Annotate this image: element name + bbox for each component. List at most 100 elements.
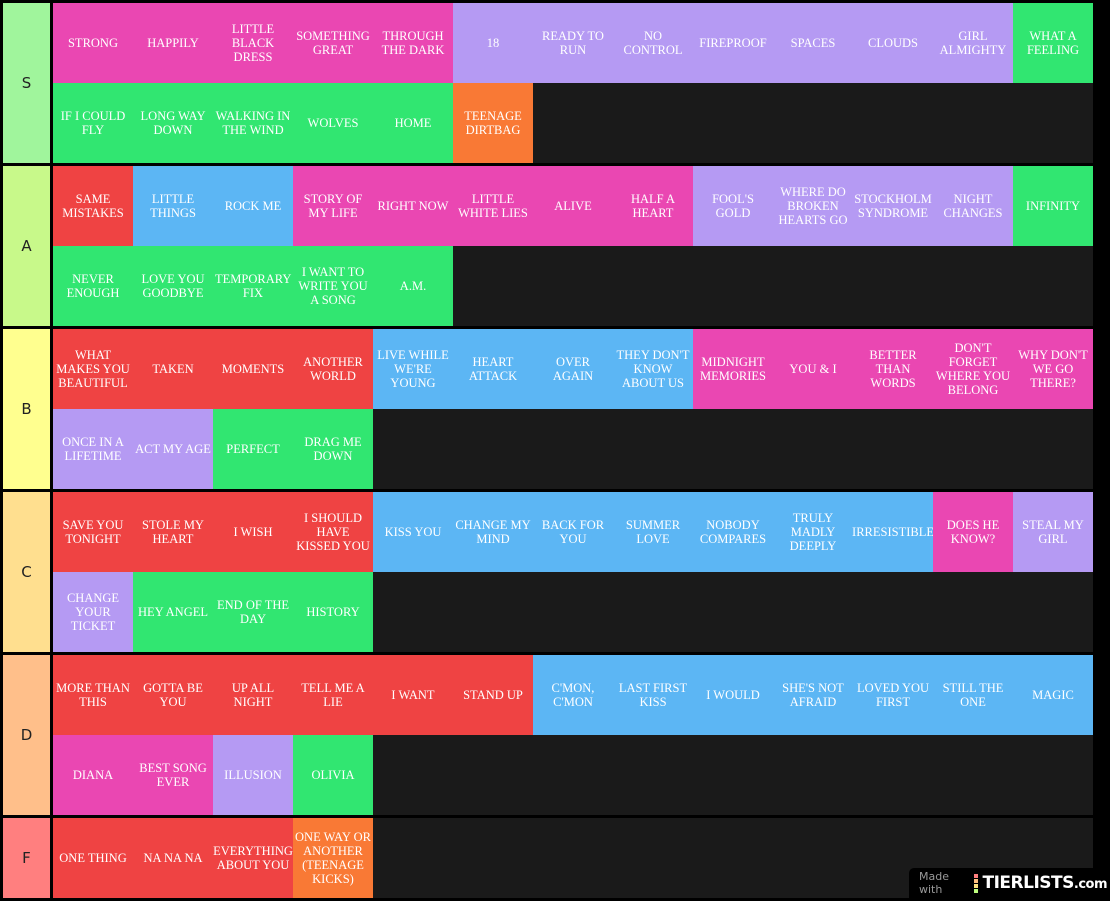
tier-item[interactable]: THEY DON'T KNOW ABOUT US — [613, 329, 693, 409]
tier-item[interactable]: C'MON, C'MON — [533, 655, 613, 735]
tier-item[interactable]: CHANGE YOUR TICKET — [53, 572, 133, 652]
tier-item[interactable]: RIGHT NOW — [373, 166, 453, 246]
tier-item[interactable]: A.M. — [373, 246, 453, 326]
tier-item[interactable]: MOMENTS — [213, 329, 293, 409]
tier-item[interactable]: SUMMER LOVE — [613, 492, 693, 572]
tier-item[interactable]: ALIVE — [533, 166, 613, 246]
tier-item[interactable]: MIDNIGHT MEMORIES — [693, 329, 773, 409]
tier-item[interactable]: LAST FIRST KISS — [613, 655, 693, 735]
tier-item[interactable]: WHAT MAKES YOU BEAUTIFUL — [53, 329, 133, 409]
tier-item[interactable]: TAKEN — [133, 329, 213, 409]
tier-item[interactable]: I WISH — [213, 492, 293, 572]
tier-item[interactable]: I WOULD — [693, 655, 773, 735]
tier-item[interactable]: PERFECT — [213, 409, 293, 489]
tier-item[interactable]: LOVE YOU GOODBYE — [133, 246, 213, 326]
tier-item[interactable]: READY TO RUN — [533, 3, 613, 83]
tier-label[interactable]: D — [3, 655, 50, 815]
tier-item[interactable]: SPACES — [773, 3, 853, 83]
tier-item[interactable]: WHY DON'T WE GO THERE? — [1013, 329, 1093, 409]
tier-item[interactable]: LOVED YOU FIRST — [853, 655, 933, 735]
tier-item[interactable]: NEVER ENOUGH — [53, 246, 133, 326]
tier-item[interactable]: LITTLE THINGS — [133, 166, 213, 246]
tier-item[interactable]: WHAT A FEELING — [1013, 3, 1093, 83]
tier-item[interactable]: LITTLE WHITE LIES — [453, 166, 533, 246]
made-with-tierlists-badge[interactable]: Made with TIERLISTS.com — [909, 868, 1108, 898]
tier-item[interactable]: STEAL MY GIRL — [1013, 492, 1093, 572]
tier-item[interactable]: YOU & I — [773, 329, 853, 409]
tier-item[interactable]: NO CONTROL — [613, 3, 693, 83]
tier-label[interactable]: B — [3, 329, 50, 489]
tier-item[interactable]: LONG WAY DOWN — [133, 83, 213, 163]
tier-item[interactable]: ILLUSION — [213, 735, 293, 815]
tier-item[interactable]: FOOL'S GOLD — [693, 166, 773, 246]
tier-item[interactable]: MAGIC — [1013, 655, 1093, 735]
tier-item[interactable]: SAVE YOU TONIGHT — [53, 492, 133, 572]
tier-item[interactable]: HALF A HEART — [613, 166, 693, 246]
tier-label[interactable]: C — [3, 492, 50, 652]
tier-item[interactable]: HOME — [373, 83, 453, 163]
tier-item[interactable]: MORE THAN THIS — [53, 655, 133, 735]
tier-item[interactable]: GIRL ALMIGHTY — [933, 3, 1013, 83]
tier-item[interactable]: I WANT TO WRITE YOU A SONG — [293, 246, 373, 326]
tier-item[interactable]: SOMETHING GREAT — [293, 3, 373, 83]
tier-item[interactable]: SHE'S NOT AFRAID — [773, 655, 853, 735]
tier-item[interactable]: NIGHT CHANGES — [933, 166, 1013, 246]
tier-item[interactable]: NA NA NA — [133, 818, 213, 898]
tier-label[interactable]: F — [3, 818, 50, 898]
tier-item[interactable]: BACK FOR YOU — [533, 492, 613, 572]
tier-item[interactable]: DRAG ME DOWN — [293, 409, 373, 489]
tier-item[interactable]: OVER AGAIN — [533, 329, 613, 409]
tier-item[interactable]: ONE THING — [53, 818, 133, 898]
tier-item[interactable]: SAME MISTAKES — [53, 166, 133, 246]
tier-item[interactable]: WALKING IN THE WIND — [213, 83, 293, 163]
tier-item[interactable]: DON'T FORGET WHERE YOU BELONG — [933, 329, 1013, 409]
tier-item[interactable]: TEENAGE DIRTBAG — [453, 83, 533, 163]
tier-item[interactable]: STRONG — [53, 3, 133, 83]
tier-item[interactable]: ONE WAY OR ANOTHER (TEENAGE KICKS) — [293, 818, 373, 898]
tier-item[interactable]: EVERYTHING ABOUT YOU — [213, 818, 293, 898]
tier-item[interactable]: END OF THE DAY — [213, 572, 293, 652]
tier-item[interactable]: TRULY MADLY DEEPLY — [773, 492, 853, 572]
tier-item[interactable]: THROUGH THE DARK — [373, 3, 453, 83]
tier-item[interactable]: BEST SONG EVER — [133, 735, 213, 815]
tier-item[interactable]: INFINITY — [1013, 166, 1093, 246]
tier-item[interactable]: 18 — [453, 3, 533, 83]
tier-item[interactable]: FIREPROOF — [693, 3, 773, 83]
tier-item[interactable]: KISS YOU — [373, 492, 453, 572]
tier-item[interactable]: NOBODY COMPARES — [693, 492, 773, 572]
tier-item[interactable]: TELL ME A LIE — [293, 655, 373, 735]
tier-item[interactable]: ACT MY AGE — [133, 409, 213, 489]
tier-item[interactable]: OLIVIA — [293, 735, 373, 815]
tier-item[interactable]: ONCE IN A LIFETIME — [53, 409, 133, 489]
tier-item[interactable]: BETTER THAN WORDS — [853, 329, 933, 409]
tier-item[interactable]: ANOTHER WORLD — [293, 329, 373, 409]
tier-item[interactable]: ROCK ME — [213, 166, 293, 246]
tier-item[interactable]: STAND UP — [453, 655, 533, 735]
tier-item[interactable]: STOCKHOLM SYNDROME — [853, 166, 933, 246]
tier-item[interactable]: DOES HE KNOW? — [933, 492, 1013, 572]
tier-item[interactable]: WHERE DO BROKEN HEARTS GO — [773, 166, 853, 246]
tier-item[interactable]: I SHOULD HAVE KISSED YOU — [293, 492, 373, 572]
tier-item[interactable]: CHANGE MY MIND — [453, 492, 533, 572]
tier-item[interactable]: HAPPILY — [133, 3, 213, 83]
tier-item[interactable]: HEART ATTACK — [453, 329, 533, 409]
tier-item[interactable]: I WANT — [373, 655, 453, 735]
tier-item[interactable]: IRRESISTIBLE — [852, 492, 934, 572]
tier-label[interactable]: S — [3, 3, 50, 163]
tier-item[interactable]: CLOUDS — [853, 3, 933, 83]
tier-item[interactable]: TEMPORARY FIX — [213, 246, 293, 326]
tier-item[interactable]: HISTORY — [293, 572, 373, 652]
tier-item[interactable]: STOLE MY HEART — [133, 492, 213, 572]
tier-label[interactable]: A — [3, 166, 50, 326]
tier-item[interactable]: GOTTA BE YOU — [133, 655, 213, 735]
tier-item[interactable]: STILL THE ONE — [933, 655, 1013, 735]
tier-item[interactable]: IF I COULD FLY — [53, 83, 133, 163]
tier-item[interactable]: STORY OF MY LIFE — [293, 166, 373, 246]
tier-item[interactable]: DIANA — [53, 735, 133, 815]
tier-item[interactable]: UP ALL NIGHT — [213, 655, 293, 735]
tier-item[interactable]: HEY ANGEL — [133, 572, 213, 652]
tier-item[interactable]: WOLVES — [293, 83, 373, 163]
tier-item[interactable]: LITTLE BLACK DRESS — [213, 3, 293, 83]
tier-item[interactable]: LIVE WHILE WE'RE YOUNG — [373, 329, 453, 409]
tier-items: SAVE YOU TONIGHT STOLE MY HEART I WISH I SH… — [53, 492, 1093, 652]
